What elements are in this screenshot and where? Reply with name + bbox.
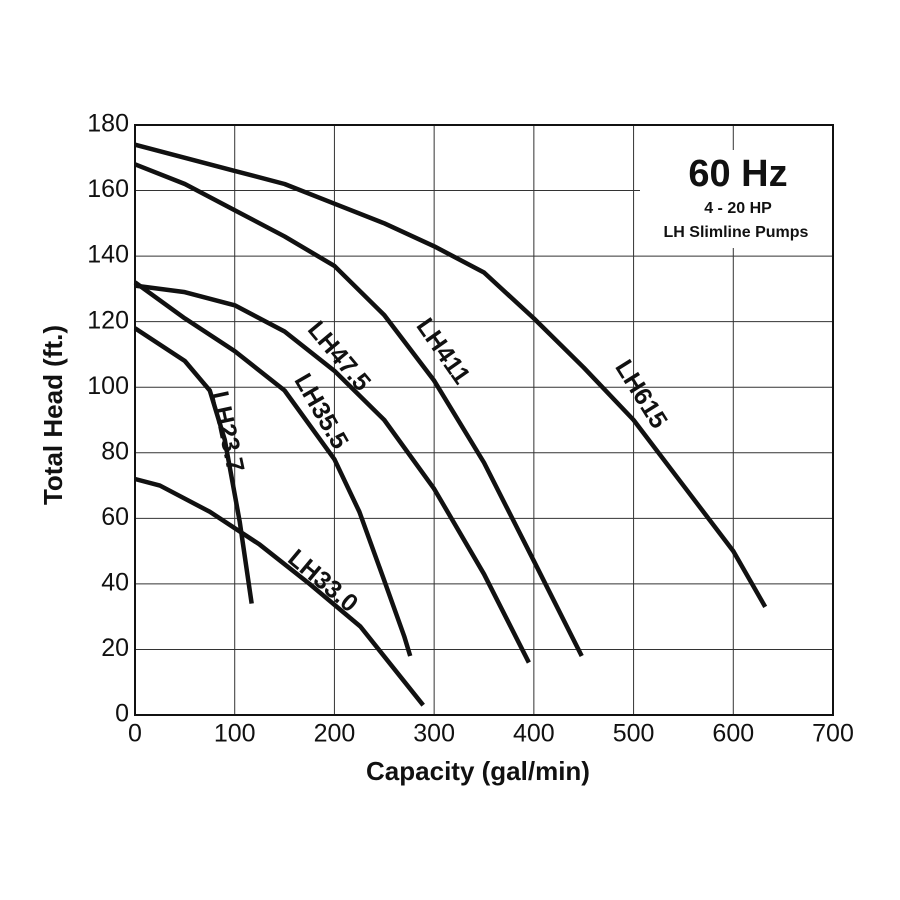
x-tick-label: 300	[413, 720, 455, 748]
curve	[134, 162, 584, 658]
y-tick-label: 40	[101, 568, 129, 596]
y-axis-title: Total Head (ft.)	[38, 325, 68, 505]
curve	[134, 476, 425, 707]
curve	[134, 283, 531, 664]
x-tick-label: 400	[513, 720, 555, 748]
annotation: 60 Hz	[688, 153, 787, 195]
y-tick-label: 100	[87, 372, 129, 400]
x-tick-label: 0	[128, 720, 142, 748]
plot-frame	[134, 124, 834, 716]
y-tick-label: 160	[87, 175, 129, 203]
x-tick-label: 200	[314, 720, 356, 748]
x-axis-title: Capacity (gal/min)	[366, 756, 590, 786]
y-tick-label: 60	[101, 503, 129, 531]
y-tick-label: 20	[101, 634, 129, 662]
x-tick-label: 100	[214, 720, 256, 748]
y-tick-label: 0	[115, 700, 129, 728]
x-tick-label: 500	[613, 720, 655, 748]
y-tick-label: 80	[101, 437, 129, 465]
y-tick-label: 140	[87, 241, 129, 269]
x-tick-label: 600	[712, 720, 754, 748]
curve-label: LH23.7	[205, 389, 249, 475]
annotation: 4 - 20 HP	[704, 200, 772, 217]
curve-label: LH33.0	[282, 544, 363, 618]
curve-label: LH615	[609, 355, 673, 434]
annotation: LH Slimline Pumps	[664, 224, 809, 241]
curve-label: LH411	[411, 313, 476, 389]
y-tick-label: 120	[87, 306, 129, 334]
curve	[133, 280, 413, 657]
annotation-box	[640, 150, 832, 248]
x-tick-label: 700	[812, 720, 854, 748]
curve	[134, 142, 768, 608]
y-tick-label: 180	[87, 110, 129, 138]
